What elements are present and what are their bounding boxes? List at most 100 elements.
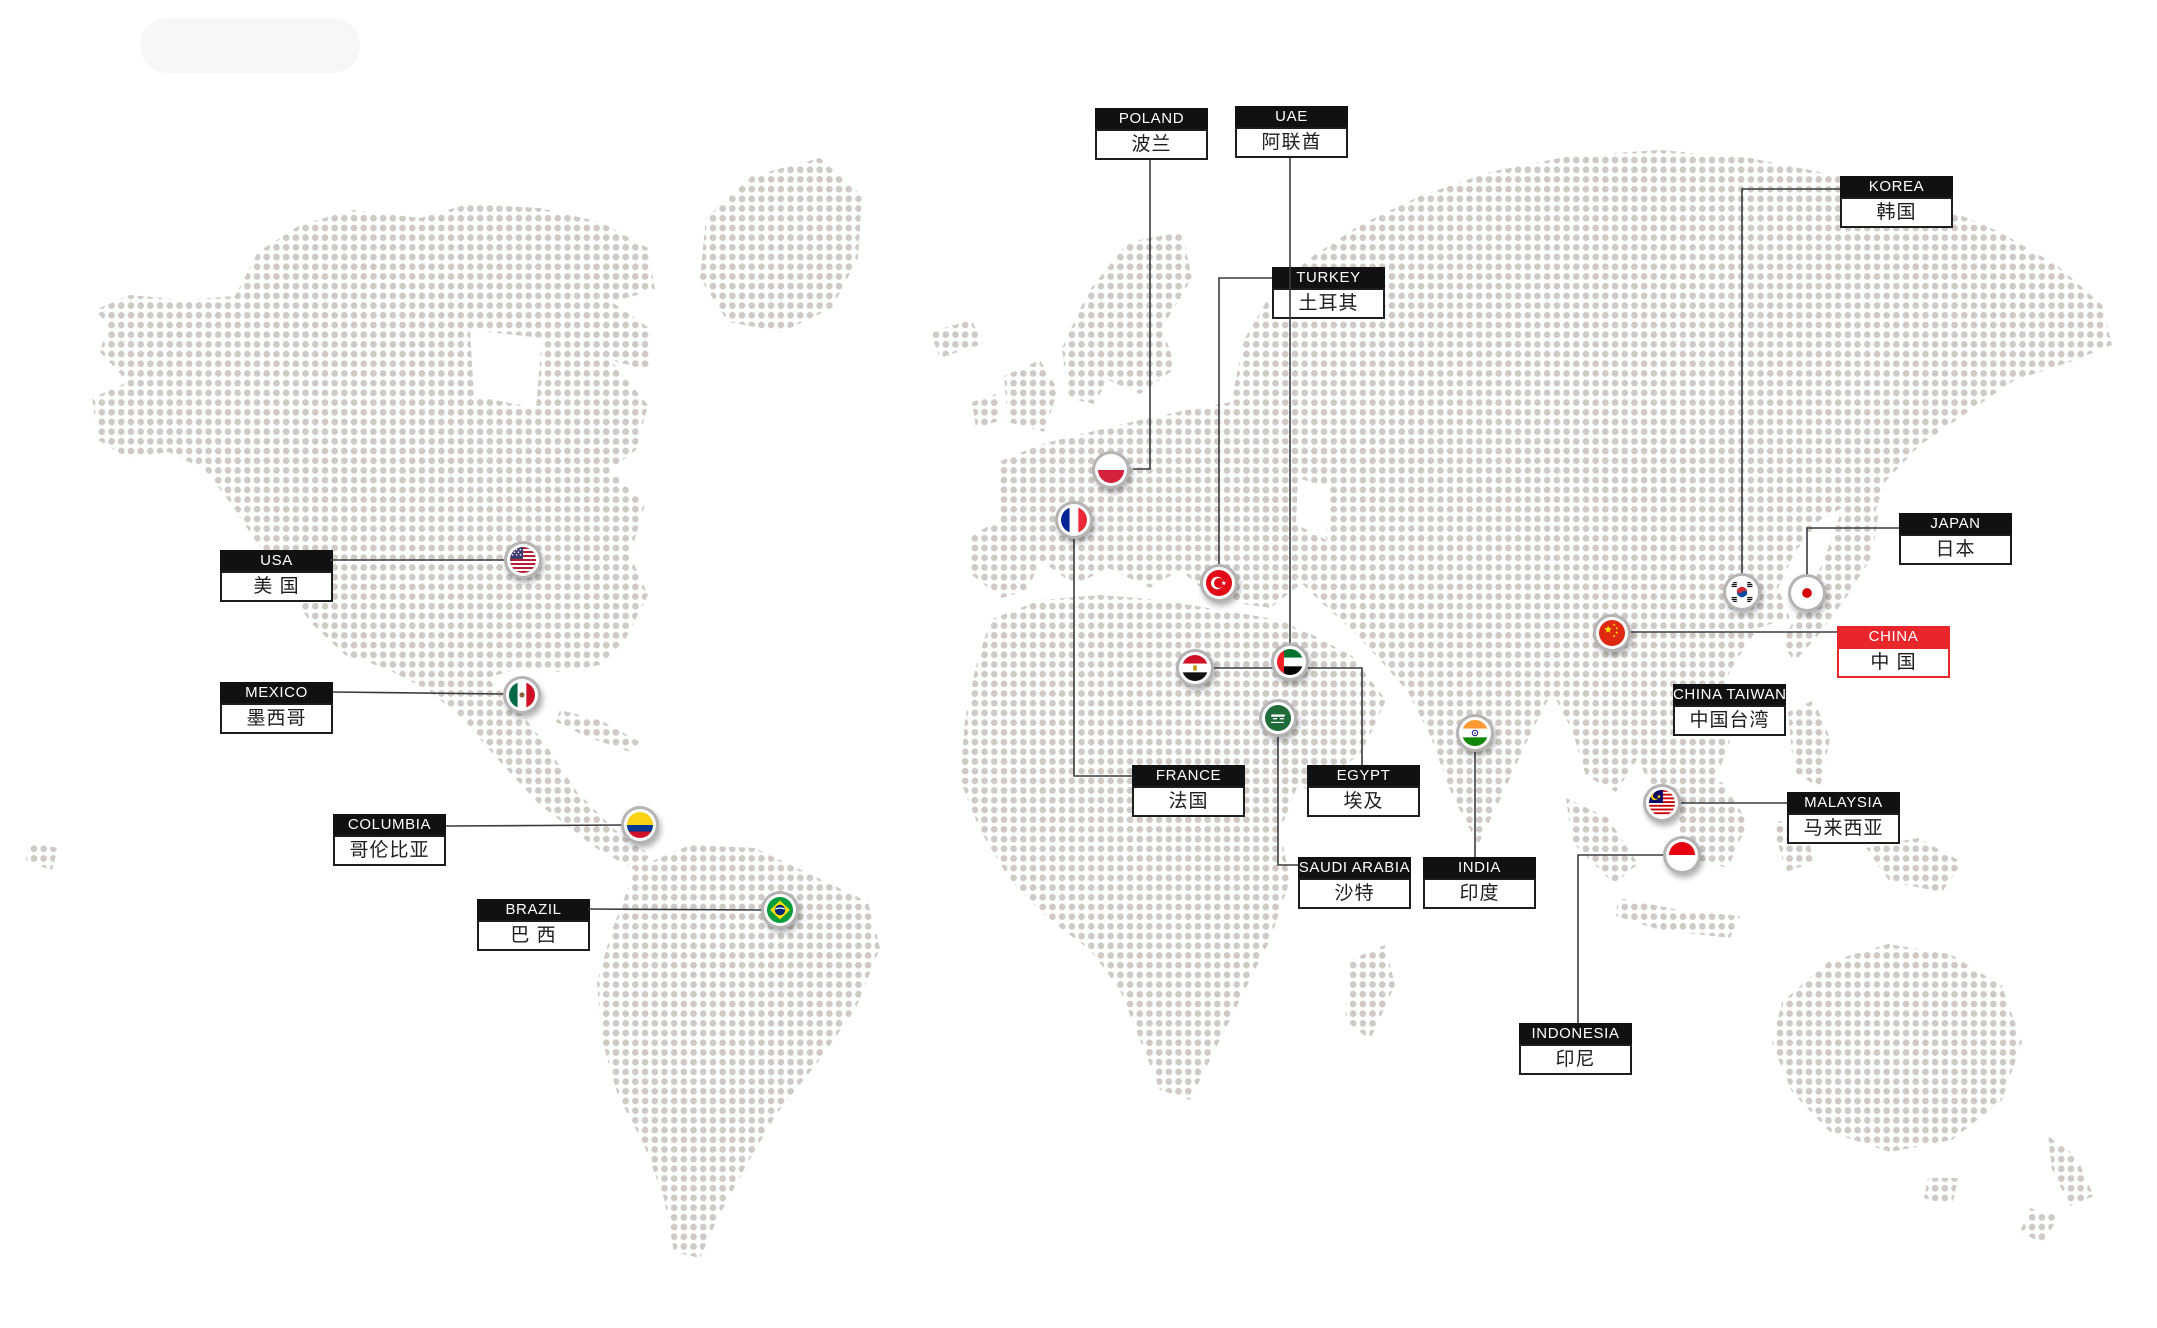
poland-flag-icon bbox=[1098, 457, 1124, 483]
country-name-zh-china-taiwan: 中国台湾 bbox=[1673, 705, 1786, 736]
country-name-en-indonesia: INDONESIA bbox=[1519, 1023, 1632, 1044]
country-name-zh-columbia: 哥伦比亚 bbox=[333, 835, 446, 866]
country-name-en-columbia: COLUMBIA bbox=[333, 814, 446, 835]
pacific-islets bbox=[26, 842, 58, 870]
country-name-zh-saudi-arabia: 沙特 bbox=[1298, 878, 1411, 909]
country-name-en-india: INDIA bbox=[1423, 857, 1536, 878]
iceland bbox=[930, 320, 982, 358]
background-smudge bbox=[140, 18, 360, 73]
flag-badge-brazil[interactable] bbox=[761, 891, 799, 929]
flag-badge-india[interactable] bbox=[1456, 714, 1494, 752]
country-name-en-france: FRANCE bbox=[1132, 765, 1245, 786]
country-name-zh-poland: 波兰 bbox=[1095, 129, 1208, 160]
country-name-en-uae: UAE bbox=[1235, 106, 1348, 127]
country-name-zh-china: 中 国 bbox=[1837, 647, 1950, 678]
java bbox=[1616, 898, 1740, 938]
country-label-malaysia: MALAYSIA 马来西亚 bbox=[1787, 792, 1900, 844]
country-name-en-japan: JAPAN bbox=[1899, 513, 2012, 534]
country-label-turkey: TURKEY 土耳其 bbox=[1272, 267, 1385, 319]
country-name-en-malaysia: MALAYSIA bbox=[1787, 792, 1900, 813]
columbia-flag-icon bbox=[627, 812, 653, 838]
country-name-zh-uae: 阿联酋 bbox=[1235, 127, 1348, 158]
flag-badge-egypt[interactable] bbox=[1176, 649, 1214, 687]
tasmania bbox=[1924, 1178, 1958, 1206]
flag-badge-korea[interactable] bbox=[1723, 573, 1761, 611]
japan-flag-icon bbox=[1794, 580, 1820, 606]
europe-mainland bbox=[968, 402, 1300, 608]
sumatra bbox=[1566, 798, 1638, 884]
country-label-indonesia: INDONESIA 印尼 bbox=[1519, 1023, 1632, 1075]
flag-badge-china[interactable] bbox=[1593, 614, 1631, 652]
mexico-flag-icon bbox=[509, 682, 535, 708]
continents bbox=[26, 150, 2112, 1258]
korea-flag-icon bbox=[1729, 579, 1755, 605]
flag-badge-usa[interactable] bbox=[504, 541, 542, 579]
south-america bbox=[597, 845, 880, 1258]
country-name-en-korea: KOREA bbox=[1840, 176, 1953, 197]
flag-badge-saudi-arabia[interactable] bbox=[1259, 699, 1297, 737]
country-label-china-taiwan: CHINA TAIWAN 中国台湾 bbox=[1673, 684, 1786, 736]
asia bbox=[1232, 150, 2112, 845]
country-name-zh-korea: 韩国 bbox=[1840, 197, 1953, 228]
country-name-en-egypt: EGYPT bbox=[1307, 765, 1420, 786]
country-label-uae: UAE 阿联酋 bbox=[1235, 106, 1348, 158]
new-guinea bbox=[1866, 838, 1962, 892]
country-name-en-china-taiwan: CHINA TAIWAN bbox=[1673, 684, 1786, 705]
country-label-mexico: MEXICO 墨西哥 bbox=[220, 682, 333, 734]
country-name-en-saudi-arabia: SAUDI ARABIA bbox=[1298, 857, 1411, 878]
country-label-usa: USA 美 国 bbox=[220, 550, 333, 602]
caribbean bbox=[556, 710, 640, 752]
country-label-france: FRANCE 法国 bbox=[1132, 765, 1245, 817]
flag-badge-malaysia[interactable] bbox=[1643, 784, 1681, 822]
flag-badge-japan[interactable] bbox=[1788, 574, 1826, 612]
india-flag-icon bbox=[1462, 720, 1488, 746]
country-name-zh-india: 印度 bbox=[1423, 878, 1536, 909]
country-name-en-turkey: TURKEY bbox=[1272, 267, 1385, 288]
scandinavia bbox=[1062, 232, 1192, 404]
country-label-india: INDIA 印度 bbox=[1423, 857, 1536, 909]
country-name-zh-malaysia: 马来西亚 bbox=[1787, 813, 1900, 844]
country-name-zh-brazil: 巴 西 bbox=[477, 920, 590, 951]
country-name-zh-france: 法国 bbox=[1132, 786, 1245, 817]
china-flag-icon bbox=[1599, 620, 1625, 646]
egypt-flag-icon bbox=[1182, 655, 1208, 681]
country-name-en-china: CHINA bbox=[1837, 626, 1950, 647]
australia bbox=[1772, 944, 2022, 1152]
country-name-zh-turkey: 土耳其 bbox=[1272, 288, 1385, 319]
country-label-brazil: BRAZIL 巴 西 bbox=[477, 899, 590, 951]
turkey-flag-icon bbox=[1206, 570, 1232, 596]
country-label-saudi-arabia: SAUDI ARABIA 沙特 bbox=[1298, 857, 1411, 909]
country-label-columbia: COLUMBIA 哥伦比亚 bbox=[333, 814, 446, 866]
north-america bbox=[92, 204, 655, 872]
country-label-china: CHINA 中 国 bbox=[1837, 626, 1950, 678]
british-isles bbox=[972, 360, 1058, 432]
france-flag-icon bbox=[1061, 507, 1087, 533]
uae-flag-icon bbox=[1277, 649, 1303, 675]
country-name-zh-mexico: 墨西哥 bbox=[220, 703, 333, 734]
greenland bbox=[700, 158, 862, 332]
country-name-en-poland: POLAND bbox=[1095, 108, 1208, 129]
country-label-korea: KOREA 韩国 bbox=[1840, 176, 1953, 228]
country-name-zh-egypt: 埃及 bbox=[1307, 786, 1420, 817]
new-zealand bbox=[2020, 1136, 2094, 1244]
brazil-flag-icon bbox=[767, 897, 793, 923]
country-name-en-brazil: BRAZIL bbox=[477, 899, 590, 920]
malaysia-flag-icon bbox=[1649, 790, 1675, 816]
flag-badge-indonesia[interactable] bbox=[1663, 836, 1701, 874]
country-name-en-mexico: MEXICO bbox=[220, 682, 333, 703]
flag-badge-turkey[interactable] bbox=[1200, 564, 1238, 602]
usa-flag-icon bbox=[510, 547, 536, 573]
philippines bbox=[1788, 700, 1830, 788]
country-name-zh-usa: 美 国 bbox=[220, 571, 333, 602]
flag-badge-poland[interactable] bbox=[1092, 451, 1130, 489]
country-name-en-usa: USA bbox=[220, 550, 333, 571]
flag-badge-mexico[interactable] bbox=[503, 676, 541, 714]
flag-badge-columbia[interactable] bbox=[621, 806, 659, 844]
flag-badge-france[interactable] bbox=[1055, 501, 1093, 539]
indonesia-flag-icon bbox=[1669, 842, 1695, 868]
flag-badge-uae[interactable] bbox=[1271, 643, 1309, 681]
country-name-zh-indonesia: 印尼 bbox=[1519, 1044, 1632, 1075]
saudi-arabia-flag-icon bbox=[1265, 705, 1291, 731]
